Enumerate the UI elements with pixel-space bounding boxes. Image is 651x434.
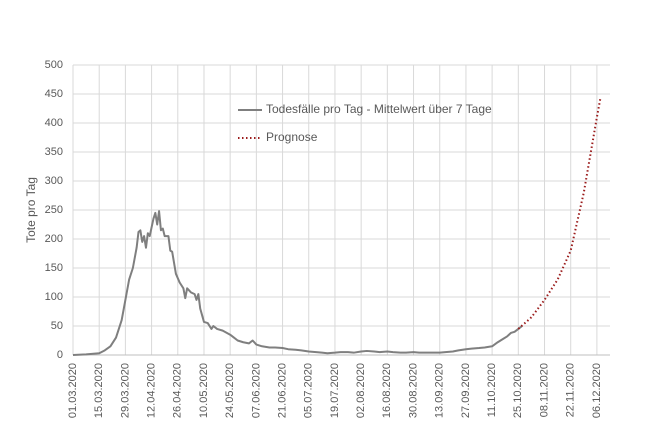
- x-tick-label: 27.09.2020: [460, 363, 472, 418]
- x-tick-label: 10.05.2020: [198, 363, 210, 418]
- x-tick-label: 21.06.2020: [276, 363, 288, 418]
- x-tick-label: 08.11.2020: [538, 363, 550, 417]
- y-tick-label: 500: [45, 59, 63, 71]
- y-tick-label: 350: [45, 146, 63, 158]
- x-tick-label: 02.08.2020: [355, 363, 367, 418]
- x-tick-label: 12.04.2020: [145, 363, 157, 418]
- y-axis-label: Tote pro Tag: [24, 177, 38, 243]
- x-tick-label: 11.10.2020: [486, 363, 498, 417]
- y-tick-label: 300: [45, 175, 63, 187]
- x-tick-label: 25.10.2020: [512, 363, 524, 418]
- y-tick-label: 0: [57, 349, 63, 361]
- legend-label: Prognose: [266, 130, 318, 144]
- x-tick-label: 01.03.2020: [67, 363, 79, 418]
- x-tick-label: 06.12.2020: [591, 363, 603, 418]
- x-tick-label: 16.08.2020: [381, 363, 393, 418]
- y-tick-label: 450: [45, 88, 63, 100]
- y-tick-label: 200: [45, 233, 63, 245]
- x-tick-label: 29.03.2020: [119, 363, 131, 418]
- x-tick-label: 24.05.2020: [224, 363, 236, 418]
- y-tick-label: 100: [45, 291, 63, 303]
- x-tick-label: 13.09.2020: [434, 363, 446, 418]
- y-tick-label: 50: [51, 320, 63, 332]
- line-series: [517, 96, 602, 330]
- x-tick-label: 26.04.2020: [172, 363, 184, 418]
- x-tick-label: 07.06.2020: [250, 363, 262, 418]
- x-tick-label: 15.03.2020: [93, 363, 105, 418]
- x-tick-label: 05.07.2020: [303, 363, 315, 418]
- y-tick-label: 250: [45, 204, 63, 216]
- y-tick-label: 150: [45, 262, 63, 274]
- x-tick-label: 30.08.2020: [407, 363, 419, 418]
- legend-label: Todesfälle pro Tag - Mittelwert über 7 T…: [266, 102, 492, 116]
- x-tick-label: 22.11.2020: [565, 363, 577, 417]
- y-tick-label: 400: [45, 117, 63, 129]
- line-series: [72, 210, 523, 356]
- x-tick-label: 19.07.2020: [329, 363, 341, 418]
